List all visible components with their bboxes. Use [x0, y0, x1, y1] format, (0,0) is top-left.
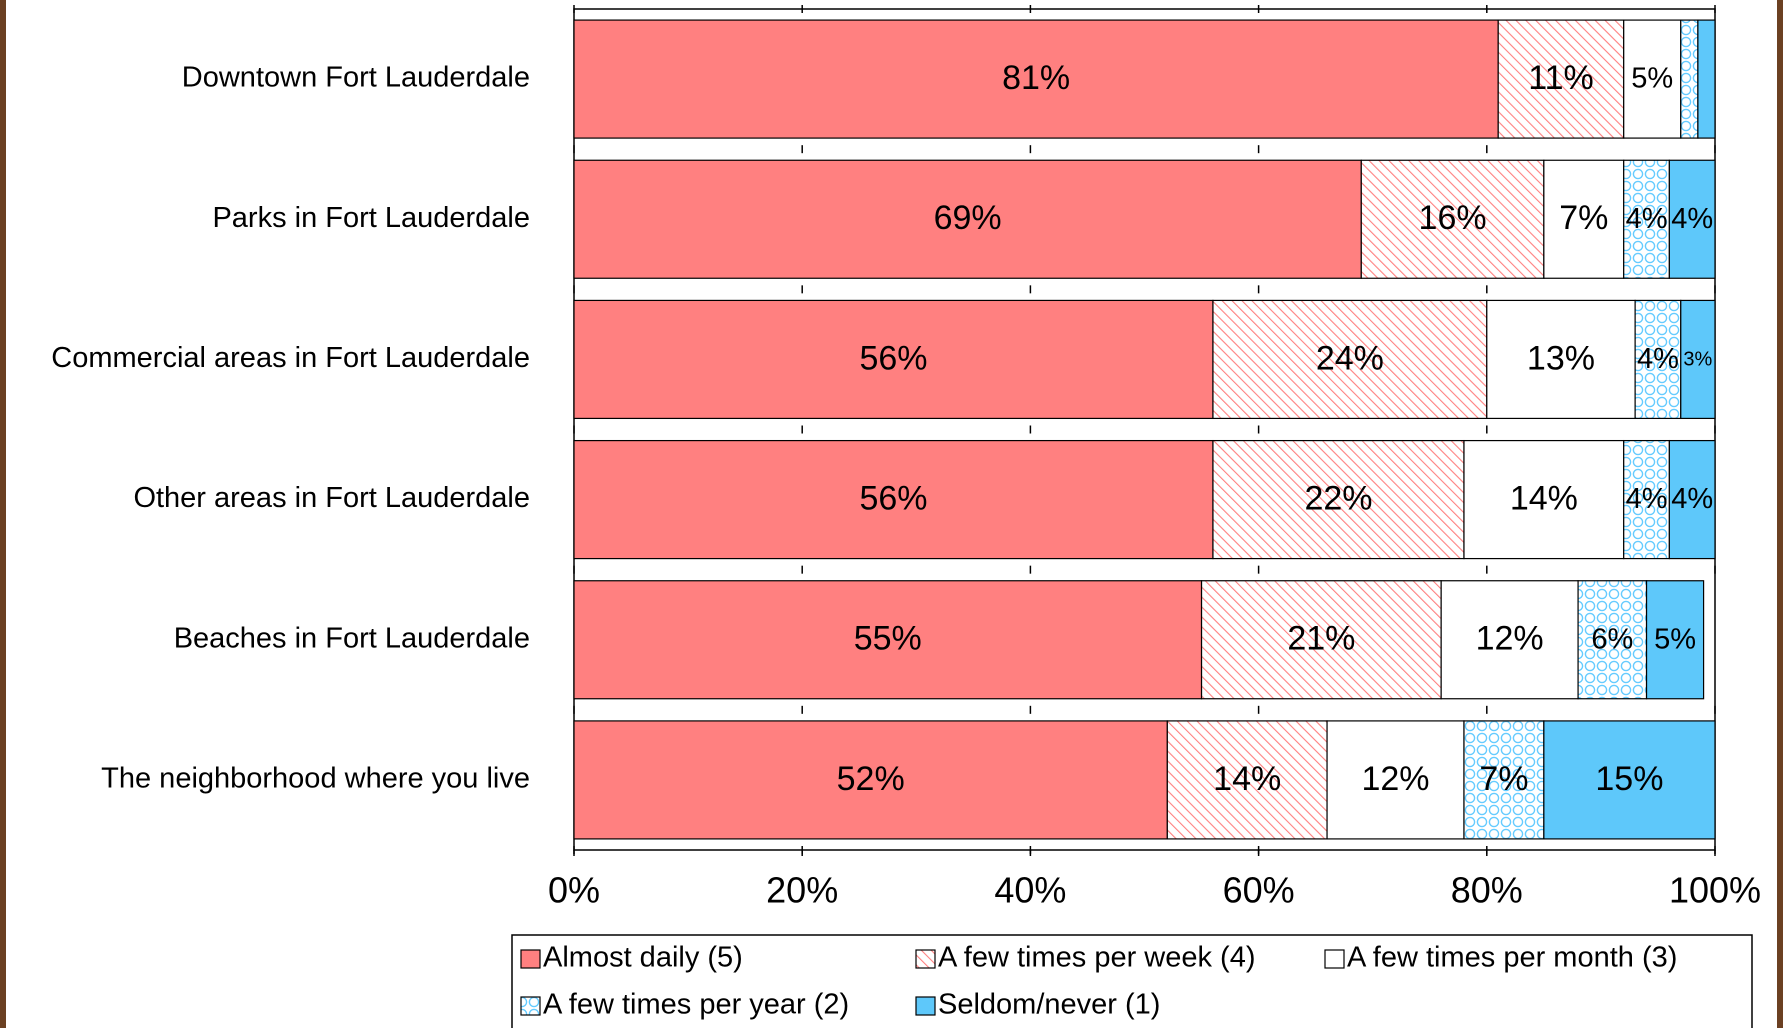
x-tick-label: 100% [1669, 870, 1761, 911]
data-label: 7% [1479, 760, 1528, 798]
bar-segment [1623, 159, 1670, 279]
bar-segment [1486, 299, 1636, 420]
data-label: 55% [854, 620, 922, 658]
data-label: 24% [1316, 339, 1384, 377]
legend-box [511, 934, 1753, 1028]
category-label: Downtown Fort Lauderdale [182, 62, 530, 94]
legend-swatch [520, 949, 541, 969]
bar-segment [1645, 580, 1705, 700]
frame-edge [1777, 0, 1783, 1028]
x-tick-label: 80% [1451, 870, 1523, 911]
data-label: 12% [1476, 620, 1544, 658]
data-label: 15% [1595, 760, 1663, 798]
category-label: Other areas in Fort Lauderdale [133, 482, 530, 514]
data-label: 4% [1671, 483, 1713, 515]
data-label: 56% [859, 480, 927, 518]
bar-segment [1697, 19, 1716, 139]
legend-swatch [915, 996, 936, 1016]
bar-segment [573, 159, 1362, 279]
data-label: 16% [1419, 199, 1487, 237]
bar-segment [1668, 439, 1716, 560]
data-label: 4% [1626, 203, 1668, 235]
category-label: Beaches in Fort Lauderdale [174, 622, 530, 654]
x-tick-label: 40% [994, 870, 1066, 911]
bar-segment [1623, 19, 1682, 139]
data-label: 52% [837, 760, 905, 798]
bar-segment [1440, 580, 1579, 700]
bar-segment [1212, 439, 1465, 560]
data-label: 13% [1527, 339, 1595, 377]
bar-segment [1668, 159, 1716, 279]
data-label: 11% [1528, 59, 1594, 97]
data-label: 21% [1287, 620, 1355, 658]
bar-segment [573, 299, 1214, 420]
data-label: 69% [934, 199, 1002, 237]
legend-swatch [520, 996, 541, 1016]
bar-segment [1166, 720, 1328, 840]
bar-segment [1680, 19, 1699, 139]
legend-label: Seldom/never (1) [938, 989, 1160, 1021]
legend-swatch [915, 949, 936, 969]
data-label: 81% [1002, 59, 1070, 97]
category-label: Commercial areas in Fort Lauderdale [51, 342, 530, 374]
data-label: 4% [1671, 203, 1713, 235]
frame-edge [0, 0, 6, 1028]
bar-segment [573, 580, 1203, 700]
data-label: 7% [1559, 199, 1608, 237]
bar-segment [1623, 439, 1670, 560]
data-label: 3% [1683, 349, 1712, 371]
category-label: The neighborhood where you live [101, 763, 530, 795]
bar-segment [1200, 580, 1442, 700]
bar-segment [1463, 439, 1625, 560]
legend-label: Almost daily (5) [543, 942, 743, 974]
category-label: Parks in Fort Lauderdale [212, 202, 530, 234]
data-label: 22% [1304, 480, 1372, 518]
data-label: 4% [1637, 343, 1679, 375]
bar-segment [1577, 580, 1648, 700]
bar-segment [1326, 720, 1465, 840]
data-label: 12% [1361, 760, 1429, 798]
bar-segment [1680, 299, 1716, 420]
legend-swatch [1324, 949, 1345, 969]
bar-segment [573, 439, 1214, 560]
x-tick-label: 20% [766, 870, 838, 911]
bar-segment [573, 720, 1168, 840]
x-tick-label: 60% [1223, 870, 1295, 911]
data-label: 5% [1654, 623, 1696, 655]
data-label: 14% [1510, 480, 1578, 518]
legend-label: A few times per year (2) [543, 989, 849, 1021]
x-tick-label: 0% [548, 870, 600, 911]
bar-segment [1543, 720, 1716, 840]
bar-segment [1212, 299, 1488, 420]
data-label: 56% [859, 339, 927, 377]
data-label: 6% [1591, 623, 1633, 655]
data-label: 4% [1626, 483, 1668, 515]
bar-segment [573, 19, 1499, 139]
data-label: 14% [1213, 760, 1281, 798]
bar-segment [1463, 720, 1545, 840]
bar-segment [1497, 19, 1625, 139]
data-label: 5% [1631, 63, 1673, 95]
legend-label: A few times per week (4) [938, 942, 1256, 974]
legend-label: A few times per month (3) [1347, 942, 1677, 974]
